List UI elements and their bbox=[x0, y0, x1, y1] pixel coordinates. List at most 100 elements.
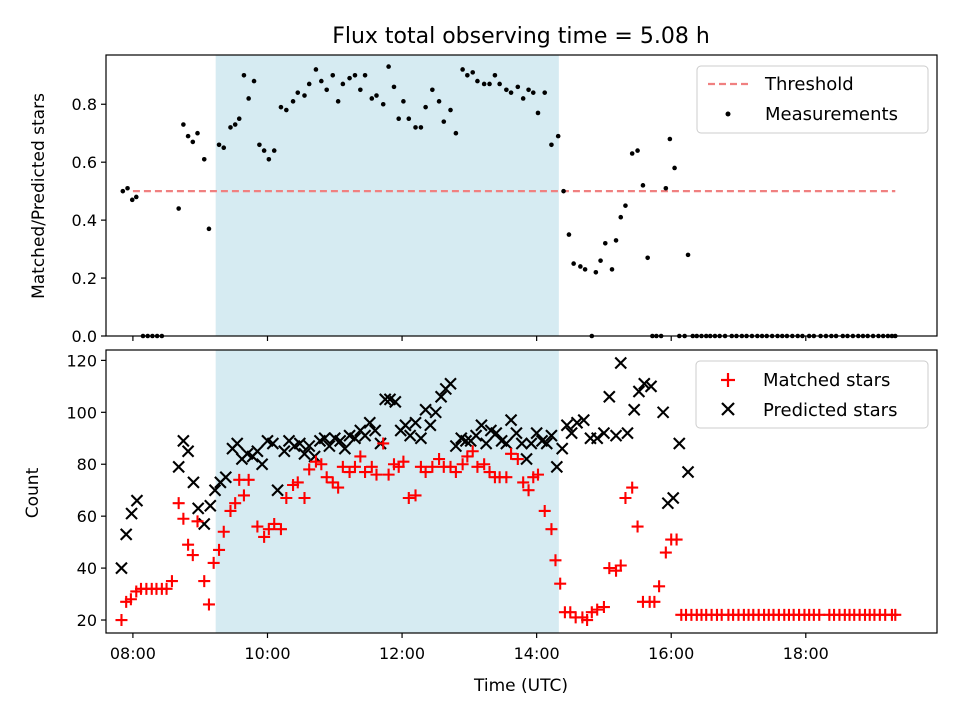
measurement-point bbox=[386, 64, 391, 69]
matched-star-point bbox=[554, 577, 567, 590]
matched-star-point bbox=[326, 476, 339, 489]
matched-star-point bbox=[291, 476, 304, 489]
matched-star-point bbox=[426, 460, 439, 473]
predicted-star-point bbox=[609, 429, 623, 442]
matched-star-points bbox=[115, 437, 902, 627]
measurement-point bbox=[448, 107, 453, 113]
matched-star-point bbox=[597, 601, 610, 614]
predicted-star-point bbox=[479, 437, 493, 450]
matched-star-point bbox=[591, 603, 604, 616]
predicted-star-point bbox=[510, 426, 523, 440]
measurement-point bbox=[481, 81, 487, 87]
matched-star-point bbox=[648, 595, 661, 608]
measurement-point bbox=[324, 87, 330, 93]
matched-star-point bbox=[224, 504, 237, 517]
matched-star-point bbox=[309, 455, 322, 468]
measurement-point bbox=[125, 185, 130, 191]
measurement-point bbox=[465, 72, 470, 78]
predicted-star-point bbox=[177, 434, 190, 448]
measurement-point bbox=[257, 142, 262, 148]
matched-star-point bbox=[471, 460, 484, 473]
predicted-star-point bbox=[308, 450, 321, 463]
predicted-star-point bbox=[530, 426, 543, 440]
predicted-star-point bbox=[130, 494, 144, 507]
predicted-star-point bbox=[379, 393, 392, 406]
matched-star-point bbox=[511, 453, 524, 466]
bottom-y-tick-label: 60 bbox=[77, 507, 97, 526]
matched-star-point bbox=[603, 562, 616, 575]
measurement-point bbox=[216, 142, 222, 148]
matched-star-point bbox=[191, 515, 204, 528]
measurement-point bbox=[593, 269, 599, 275]
measurement-point bbox=[236, 116, 242, 122]
matched-star-point bbox=[298, 491, 311, 504]
measurement-point bbox=[530, 90, 536, 95]
matched-star-point bbox=[614, 559, 627, 572]
predicted-star-point bbox=[429, 406, 442, 419]
matched-star-point bbox=[343, 466, 356, 479]
matched-star-point bbox=[268, 517, 281, 530]
x-tick-label: 16:00 bbox=[648, 644, 694, 663]
predicted-star-point bbox=[419, 403, 432, 416]
matched-star-point bbox=[483, 466, 496, 479]
x-tick-label: 10:00 bbox=[244, 644, 290, 663]
matched-star-point bbox=[549, 554, 562, 567]
measurement-point bbox=[362, 72, 368, 78]
matched-star-point bbox=[262, 523, 275, 536]
measurement-point bbox=[645, 255, 650, 261]
measurement-point bbox=[663, 185, 669, 191]
measurement-point bbox=[535, 110, 541, 116]
legend-measurements-label: Measurements bbox=[765, 104, 898, 125]
measurement-point bbox=[306, 81, 312, 87]
top-panel: 0.00.20.40.60.8 Matched/Predicted stars … bbox=[29, 54, 938, 346]
predicted-star-point bbox=[403, 429, 417, 442]
matched-star-point bbox=[198, 575, 211, 588]
predicted-star-point bbox=[570, 416, 584, 429]
measurement-point bbox=[330, 72, 336, 78]
matched-star-point bbox=[444, 460, 457, 473]
matched-star-point bbox=[370, 468, 383, 481]
measurement-point bbox=[380, 101, 386, 107]
measurement-point bbox=[613, 238, 619, 243]
measurement-point bbox=[261, 148, 267, 153]
measurement-point bbox=[566, 232, 572, 237]
bottom-y-tick-label: 100 bbox=[66, 403, 97, 422]
top-y-tick-label: 0.4 bbox=[72, 211, 97, 230]
matched-star-point bbox=[213, 543, 226, 556]
predicted-star-point bbox=[490, 426, 503, 440]
matched-star-point bbox=[115, 614, 128, 627]
measurement-point bbox=[335, 99, 341, 104]
measurement-point bbox=[578, 264, 583, 269]
measurement-point bbox=[278, 104, 284, 110]
matched-star-point bbox=[564, 606, 577, 619]
matched-star-point bbox=[813, 608, 826, 621]
matched-star-point bbox=[165, 575, 178, 588]
legend-threshold-label: Threshold bbox=[764, 74, 854, 95]
measurement-point bbox=[561, 188, 566, 194]
predicted-star-point bbox=[197, 517, 211, 531]
matched-star-point bbox=[365, 460, 378, 473]
measurement-point bbox=[176, 206, 181, 211]
measurement-point bbox=[352, 72, 358, 78]
predicted-star-point bbox=[673, 437, 686, 450]
predicted-star-point bbox=[358, 429, 372, 442]
measurement-point bbox=[582, 267, 588, 272]
matched-star-point bbox=[359, 466, 372, 479]
predicted-star-point bbox=[504, 413, 518, 427]
predicted-star-point bbox=[348, 432, 362, 445]
measurement-point bbox=[358, 87, 363, 93]
measurement-point bbox=[555, 133, 561, 139]
predicted-star-point bbox=[399, 419, 412, 432]
measurement-point bbox=[251, 78, 257, 84]
predicted-star-point bbox=[459, 434, 473, 448]
measurement-point bbox=[504, 87, 509, 93]
matched-star-point bbox=[207, 556, 220, 569]
top-y-tick-label: 0.0 bbox=[72, 327, 97, 346]
matched-star-point bbox=[217, 525, 230, 538]
measurement-point bbox=[340, 81, 346, 87]
measurement-point bbox=[515, 84, 521, 90]
matched-star-point bbox=[585, 606, 598, 619]
measurement-point bbox=[246, 96, 251, 101]
measurement-point bbox=[508, 90, 514, 95]
predicted-star-point bbox=[621, 426, 634, 440]
